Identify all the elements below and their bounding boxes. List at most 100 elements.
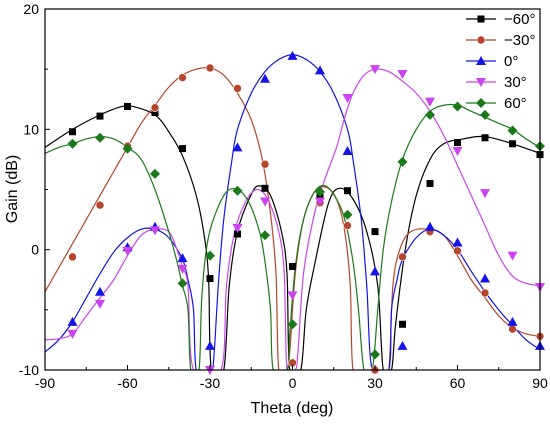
y-tick-label: -10 [19, 362, 39, 378]
series-line-60 [45, 104, 540, 370]
legend-label: −60° [504, 11, 535, 28]
data-point-0 [452, 237, 463, 247]
data-point-60 [122, 143, 133, 154]
data-point-60 [95, 132, 105, 143]
x-axis-ticks: -90 -60 -30 0 30 60 90 [35, 365, 548, 391]
data-point-0 [480, 273, 490, 283]
data-point-30 [95, 299, 105, 309]
data-point-60 [371, 228, 379, 236]
data-point-30 [150, 226, 160, 236]
x-tick-label: 60 [450, 375, 466, 391]
data-point-0 [342, 145, 353, 155]
data-point-30 [233, 84, 242, 93]
data-point-30 [507, 251, 518, 261]
data-point-60 [399, 320, 406, 328]
data-point-60 [397, 156, 408, 167]
data-point-60 [206, 275, 214, 283]
data-point-60 [150, 168, 160, 179]
data-point-0 [232, 142, 243, 152]
data-point-60 [179, 145, 186, 153]
data-point-30 [370, 65, 380, 75]
legend-item-0: 0° [466, 53, 518, 70]
data-point-30 [150, 103, 160, 112]
data-point-60 [177, 278, 188, 289]
data-point-60 [67, 138, 78, 149]
x-tick-label: -90 [35, 375, 55, 391]
data-point-0 [425, 221, 435, 231]
data-point-0 [260, 73, 270, 83]
data-point-30 [453, 246, 462, 256]
data-point-60 [481, 134, 489, 142]
x-tick-label: -60 [117, 375, 137, 391]
x-tick-label: 90 [532, 375, 548, 391]
data-point-60 [289, 263, 296, 271]
data-point-0 [315, 65, 325, 75]
legend-label: −30° [504, 32, 535, 49]
data-point-30 [260, 159, 270, 169]
series-line-0 [45, 54, 540, 370]
data-point-30 [315, 197, 325, 207]
data-point-60 [234, 230, 241, 238]
legend-marker [476, 56, 486, 65]
data-point-30 [508, 324, 517, 334]
data-point-60 [370, 349, 380, 360]
data-point-30 [232, 224, 243, 234]
legend-marker [476, 98, 486, 108]
data-point-60 [425, 109, 435, 120]
data-point-60 [69, 128, 76, 136]
data-point-30 [287, 291, 298, 301]
series-line-60 [45, 103, 540, 370]
data-point-30 [205, 63, 215, 73]
data-point-30 [425, 97, 435, 107]
x-tick-label: 0 [289, 375, 297, 391]
legend-item-30: −30° [466, 32, 535, 49]
data-point-30 [260, 197, 270, 207]
data-point-60 [287, 319, 298, 330]
data-point-60 [452, 101, 463, 112]
legend-marker [476, 35, 486, 45]
data-point-60 [124, 102, 131, 110]
data-point-60 [344, 187, 351, 195]
data-point-0 [287, 50, 298, 60]
legend: −60° −30° 0° 30° 60° [466, 11, 535, 112]
x-tick-label: -30 [200, 375, 220, 391]
data-point-30 [397, 69, 408, 79]
data-point-0 [370, 266, 380, 276]
data-point-60 [205, 250, 215, 261]
data-point-0 [177, 253, 188, 263]
marker-layer [67, 50, 545, 375]
y-tick-label: 10 [23, 121, 39, 137]
series-layer [45, 54, 540, 370]
data-point-0 [67, 316, 78, 326]
data-point-30 [398, 252, 407, 262]
data-point-60 [260, 230, 270, 241]
data-point-30 [480, 189, 490, 199]
data-point-0 [507, 316, 518, 326]
legend-item-30: 30° [466, 74, 527, 91]
legend-item-60: 60° [466, 95, 527, 112]
data-point-0 [95, 286, 105, 296]
y-tick-label: 0 [31, 242, 39, 258]
data-point-60 [151, 108, 159, 116]
series-line-30 [45, 68, 540, 370]
data-point-60 [261, 184, 269, 192]
data-point-60 [426, 179, 434, 187]
x-tick-label: 30 [367, 375, 383, 391]
y-axis-ticks: -10 0 10 20 [19, 1, 50, 378]
y-axis-title: Gain (dB) [4, 155, 21, 223]
legend-label: 30° [504, 74, 527, 91]
data-point-30 [178, 73, 187, 82]
legend-label: 60° [504, 95, 527, 112]
data-point-30 [122, 246, 133, 256]
data-point-30 [452, 146, 463, 156]
data-point-60 [480, 109, 490, 120]
data-point-30 [342, 94, 353, 104]
data-point-30 [177, 264, 188, 274]
data-point-0 [205, 340, 215, 350]
data-point-60 [232, 185, 243, 196]
data-point-30 [343, 221, 352, 230]
data-point-30 [480, 288, 490, 298]
data-point-60 [342, 209, 353, 220]
legend-item-60: −60° [466, 11, 535, 28]
data-point-60 [509, 140, 516, 148]
